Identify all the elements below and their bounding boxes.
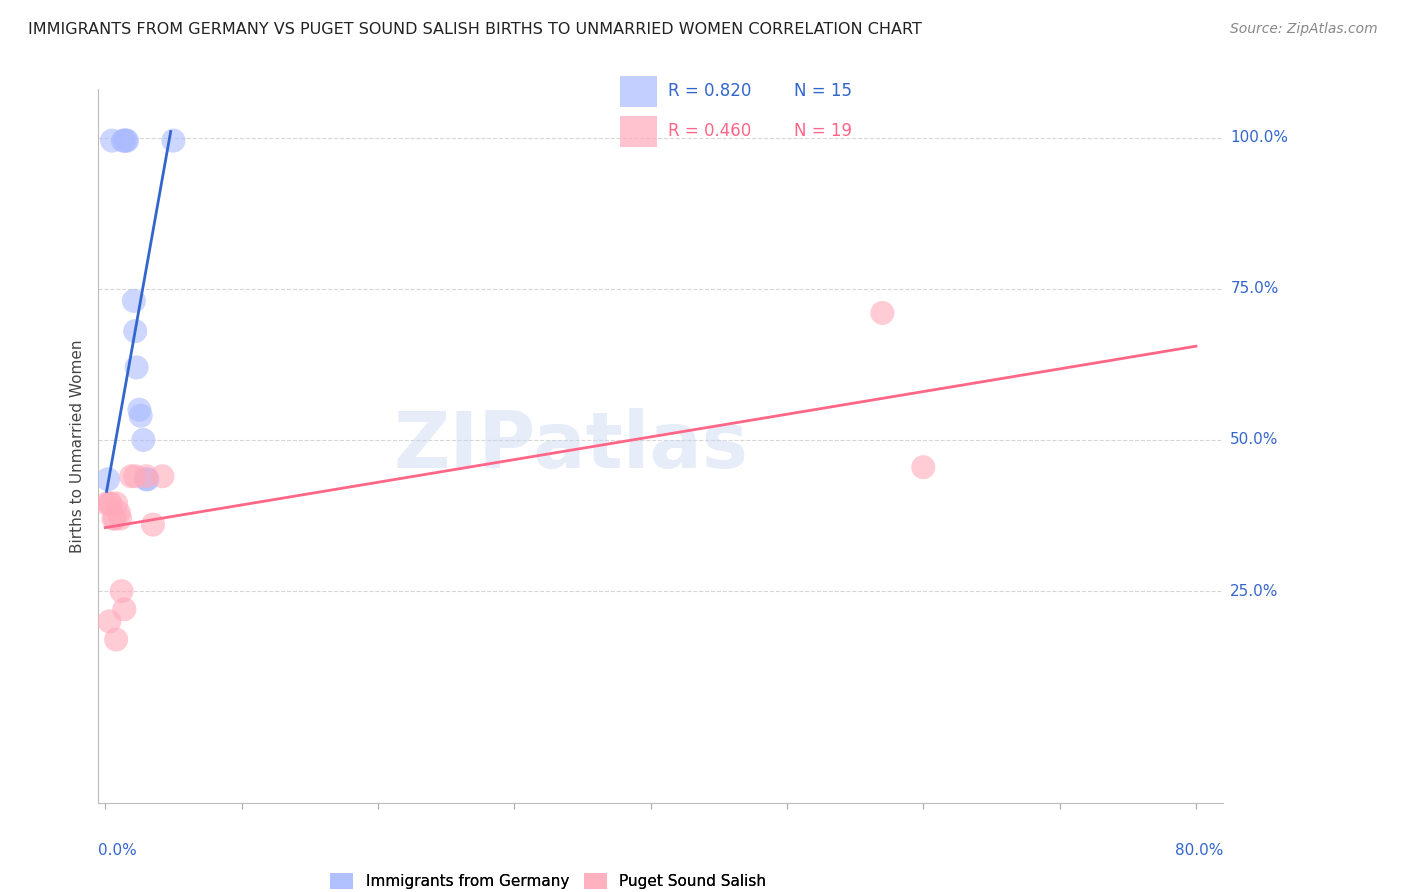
Point — [98, 496, 121, 510]
Point — [110, 511, 132, 525]
Text: N = 15: N = 15 — [794, 82, 852, 100]
Point — [112, 134, 135, 148]
Point — [912, 460, 935, 475]
Point — [97, 472, 120, 486]
Text: N = 19: N = 19 — [794, 122, 852, 140]
Point — [105, 496, 128, 510]
Point — [135, 469, 157, 483]
Point — [110, 584, 132, 599]
Point — [96, 496, 118, 510]
Point — [120, 469, 142, 483]
Point — [872, 306, 894, 320]
Point — [125, 360, 148, 375]
Point — [124, 469, 146, 483]
Point — [103, 511, 125, 525]
Y-axis label: Births to Unmarried Women: Births to Unmarried Women — [69, 339, 84, 553]
Text: ZIPatlas: ZIPatlas — [394, 408, 748, 484]
Text: 25.0%: 25.0% — [1230, 583, 1278, 599]
Point — [101, 134, 124, 148]
Point — [132, 433, 155, 447]
Point — [152, 469, 174, 483]
Point — [128, 402, 150, 417]
Text: R = 0.460: R = 0.460 — [668, 122, 751, 140]
Text: 80.0%: 80.0% — [1175, 843, 1223, 858]
Point — [115, 134, 138, 148]
Text: R = 0.820: R = 0.820 — [668, 82, 751, 100]
Bar — [620, 116, 657, 147]
Text: 75.0%: 75.0% — [1230, 281, 1278, 296]
Point — [114, 134, 136, 148]
Point — [100, 496, 122, 510]
Point — [108, 506, 131, 520]
Point — [162, 134, 184, 148]
Point — [122, 293, 145, 308]
Point — [142, 517, 165, 532]
Point — [111, 134, 134, 148]
Text: 0.0%: 0.0% — [98, 843, 138, 858]
Text: IMMIGRANTS FROM GERMANY VS PUGET SOUND SALISH BIRTHS TO UNMARRIED WOMEN CORRELAT: IMMIGRANTS FROM GERMANY VS PUGET SOUND S… — [28, 22, 922, 37]
Text: 50.0%: 50.0% — [1230, 433, 1278, 448]
Point — [98, 615, 121, 629]
Point — [112, 602, 135, 616]
Point — [135, 472, 157, 486]
Legend: Immigrants from Germany, Puget Sound Salish: Immigrants from Germany, Puget Sound Sal… — [325, 867, 772, 892]
Text: Source: ZipAtlas.com: Source: ZipAtlas.com — [1230, 22, 1378, 37]
Bar — [620, 76, 657, 107]
Point — [136, 472, 159, 486]
Point — [104, 511, 127, 525]
Point — [124, 324, 146, 338]
Text: 100.0%: 100.0% — [1230, 130, 1288, 145]
Point — [129, 409, 152, 423]
Point — [105, 632, 128, 647]
